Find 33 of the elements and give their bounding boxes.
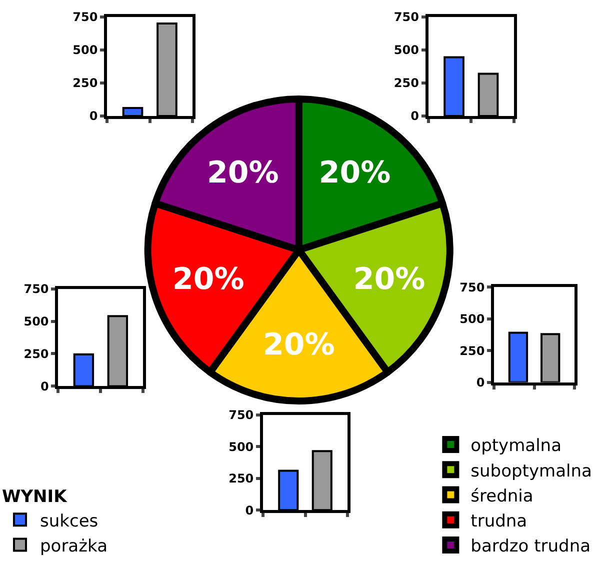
y-tick-label: 750: [72, 10, 98, 24]
y-tick-label: 500: [24, 314, 49, 328]
y-tick-label: 0: [410, 109, 419, 124]
legend-label: sukces: [40, 511, 98, 532]
y-tick-label: 250: [460, 344, 485, 358]
legend-title: WYNIK: [2, 487, 68, 508]
y-tick-label: 250: [228, 472, 254, 486]
legend-label: optymalna: [470, 436, 562, 456]
y-tick-label: 750: [460, 280, 485, 294]
y-tick-label: 0: [40, 379, 49, 394]
legend-label: bardzo trudna: [470, 536, 591, 557]
legend-label: średnia: [470, 486, 534, 506]
y-tick-label: 750: [24, 282, 49, 296]
y-tick-label: 500: [72, 43, 98, 58]
y-tick-label: 250: [72, 76, 98, 90]
y-tick-label: 500: [460, 312, 485, 326]
y-tick-label: 750: [228, 408, 254, 422]
y-tick-label: 0: [476, 375, 485, 390]
legend-label: porażka: [40, 536, 108, 556]
y-tick-label: 750: [394, 10, 419, 24]
y-tick-label: 500: [228, 440, 254, 454]
data-label: 20%: [353, 262, 426, 297]
legend-label: suboptymalna: [470, 461, 592, 482]
legend-label: trudna: [470, 511, 528, 532]
data-label: 20%: [207, 156, 279, 191]
data-label: 20%: [172, 262, 244, 297]
y-tick-label: 0: [245, 503, 254, 518]
y-tick-label: 250: [24, 346, 49, 361]
data-label: 20%: [262, 328, 335, 363]
y-tick-label: 250: [394, 76, 419, 90]
y-tick-label: 500: [394, 43, 419, 58]
y-tick-label: 0: [89, 109, 98, 124]
data-label: 20%: [318, 156, 391, 191]
